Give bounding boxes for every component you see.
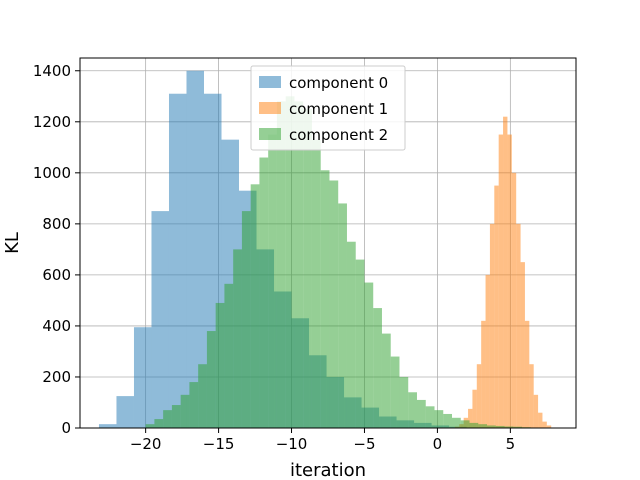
bar-series-2 xyxy=(303,109,312,428)
bar-series-2 xyxy=(268,134,277,428)
bar-series-2 xyxy=(198,364,207,428)
histogram-bars xyxy=(98,70,552,429)
bar-series-2 xyxy=(487,425,496,428)
bar-series-2 xyxy=(215,302,225,428)
bar-series-2 xyxy=(259,157,269,428)
bar-series-1 xyxy=(533,394,539,428)
bar-series-2 xyxy=(460,420,470,428)
bar-series-1 xyxy=(546,425,552,428)
bar-series-0 xyxy=(98,424,117,428)
bar-series-1 xyxy=(529,364,534,428)
bar-series-2 xyxy=(171,405,181,428)
y-tick-label: 200 xyxy=(42,368,71,386)
y-axis-label: KL xyxy=(2,232,23,254)
axis-ticks: −20 −15 −10 −5 0 5 0 200 400 600 800 1000 1200 1400 xyxy=(33,62,515,453)
bar-series-0 xyxy=(151,211,169,428)
bar-series-0 xyxy=(116,396,134,428)
legend-swatch xyxy=(259,128,281,140)
bar-series-1 xyxy=(468,408,473,428)
bar-series-2 xyxy=(206,331,216,428)
bar-series-2 xyxy=(180,394,190,428)
bar-series-1 xyxy=(498,134,504,428)
bar-series-2 xyxy=(495,425,505,428)
plot-frame xyxy=(79,57,577,429)
bar-series-2 xyxy=(233,249,242,428)
x-tick-label: 5 xyxy=(506,435,516,453)
bar-series-2 xyxy=(276,101,286,429)
bar-series-1 xyxy=(542,421,547,428)
bar-series-2 xyxy=(250,184,260,428)
legend-label: component 1 xyxy=(289,100,388,118)
x-tick-label: −10 xyxy=(276,435,308,453)
bar-series-2 xyxy=(399,376,409,428)
legend-label: component 2 xyxy=(289,126,388,144)
bar-series-2 xyxy=(189,382,199,428)
bar-series-2 xyxy=(355,259,365,428)
legend-swatch xyxy=(259,102,281,114)
bar-series-2 xyxy=(285,96,295,428)
bar-series-2 xyxy=(145,424,155,428)
bar-series-2 xyxy=(329,180,339,428)
bar-series-2 xyxy=(452,417,461,428)
bar-series-1 xyxy=(520,262,525,428)
y-tick-label: 1400 xyxy=(33,62,71,80)
y-tick-label: 600 xyxy=(42,266,71,284)
bar-series-2 xyxy=(504,426,514,428)
bar-series-1 xyxy=(503,116,508,429)
y-tick-label: 0 xyxy=(61,419,71,437)
bar-series-2 xyxy=(381,333,391,428)
bar-series-2 xyxy=(294,101,304,429)
bar-series-2 xyxy=(469,422,479,428)
bar-series-2 xyxy=(373,308,382,428)
y-tick-label: 400 xyxy=(42,317,71,335)
bar-series-2 xyxy=(513,426,523,428)
bar-series-2 xyxy=(408,392,417,428)
x-axis-label: iteration xyxy=(290,460,366,480)
bar-series-2 xyxy=(434,410,444,428)
bar-series-2 xyxy=(416,399,426,428)
bar-series-2 xyxy=(338,203,347,428)
legend-box xyxy=(250,65,406,151)
x-tick-label: −15 xyxy=(203,435,235,453)
bar-series-2 xyxy=(241,211,251,428)
x-tick-label: −5 xyxy=(353,435,375,453)
x-tick-label: 0 xyxy=(433,435,443,453)
x-tick-label: −20 xyxy=(130,435,162,453)
bar-series-2 xyxy=(390,356,400,428)
bar-series-1 xyxy=(472,389,477,428)
y-tick-label: 1000 xyxy=(33,164,71,182)
bar-series-1 xyxy=(485,274,490,428)
legend: component 0 component 1 component 2 xyxy=(250,65,406,151)
y-tick-label: 800 xyxy=(42,215,71,233)
bar-series-1 xyxy=(481,320,486,428)
bar-series-2 xyxy=(443,413,452,428)
bar-series-1 xyxy=(538,412,543,428)
bar-series-2 xyxy=(346,241,356,428)
bar-series-1 xyxy=(494,185,499,428)
bar-series-0 xyxy=(168,93,187,429)
bar-series-2 xyxy=(163,410,172,428)
bar-series-2 xyxy=(364,282,374,428)
bar-series-1 xyxy=(524,320,530,428)
bar-series-1 xyxy=(476,364,482,428)
bar-series-2 xyxy=(311,139,321,429)
bar-series-0 xyxy=(186,70,204,429)
legend-label: component 0 xyxy=(289,74,388,92)
y-tick-label: 1200 xyxy=(33,113,71,131)
bar-series-1 xyxy=(516,223,521,428)
bar-series-1 xyxy=(511,172,517,428)
bar-series-1 xyxy=(507,134,512,428)
legend-swatch xyxy=(259,76,281,88)
bar-series-2 xyxy=(425,406,435,428)
bar-series-2 xyxy=(224,283,234,428)
bar-series-2 xyxy=(478,424,488,428)
bar-series-1 xyxy=(489,223,495,428)
bar-series-2 xyxy=(320,170,330,428)
bar-series-0 xyxy=(133,327,152,428)
bar-series-2 xyxy=(154,419,164,428)
